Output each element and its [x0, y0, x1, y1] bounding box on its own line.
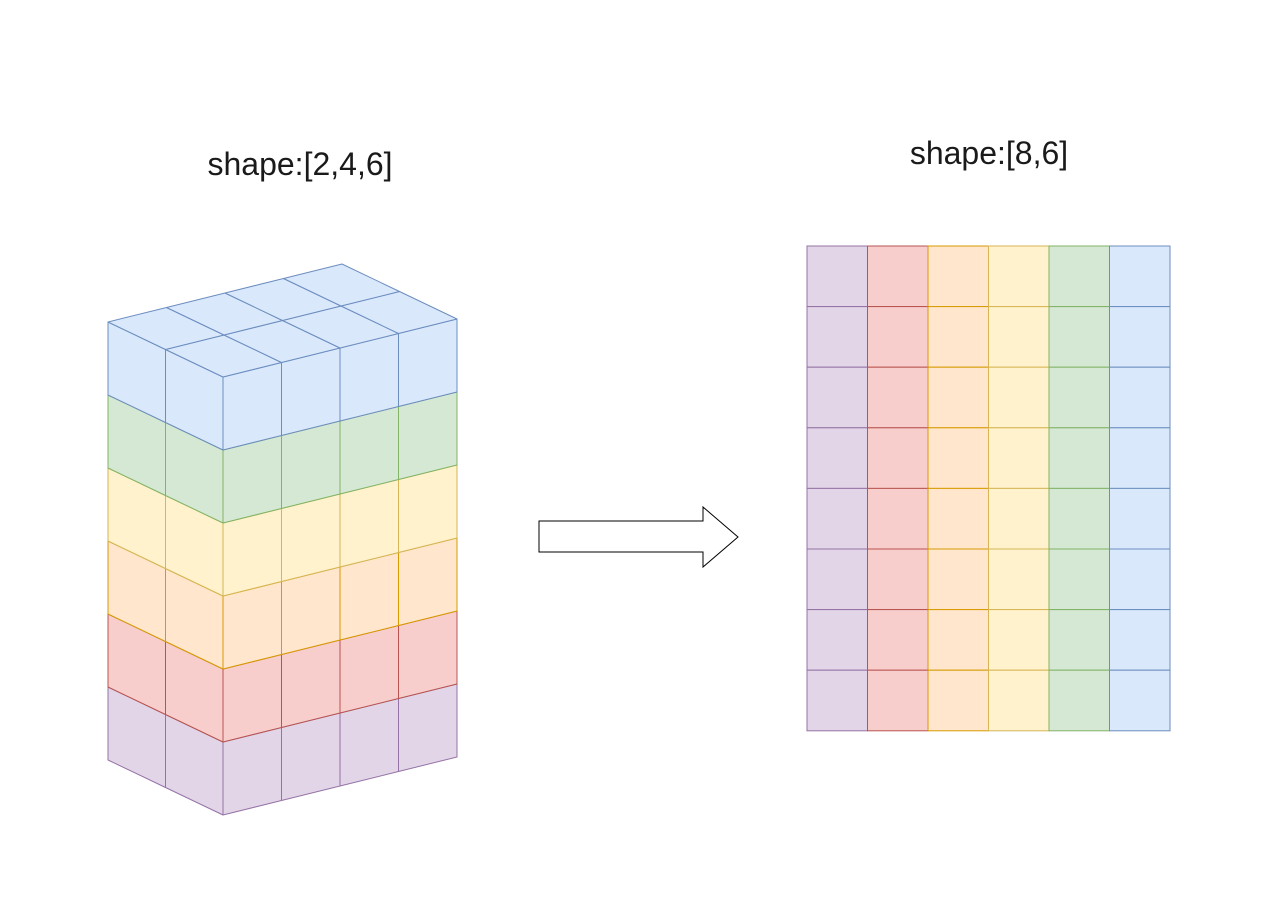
- source-shape-label: shape:[2,4,6]: [207, 146, 393, 182]
- grid-cell: [806, 669, 868, 732]
- stack-cube-front-face: [398, 464, 458, 553]
- grid-cell: [806, 245, 868, 308]
- stack-cube-front-face: [398, 391, 458, 480]
- target-tensor-2d-grid: [806, 245, 1171, 732]
- grid-cell: [867, 306, 929, 368]
- grid-cell: [927, 306, 989, 368]
- stack-cube-front-face: [281, 566, 341, 655]
- grid-cell: [988, 487, 1050, 550]
- grid-cell: [1109, 306, 1171, 368]
- grid-cell: [806, 366, 868, 429]
- stack-cube-front-face: [281, 347, 341, 436]
- grid-cell: [988, 669, 1050, 732]
- grid-cell: [1109, 487, 1171, 550]
- stack-cube-front-face: [339, 698, 399, 787]
- grid-cell: [927, 245, 989, 308]
- grid-cell: [988, 427, 1050, 489]
- stack-cube-front-face: [339, 552, 399, 641]
- grid-cell: [988, 548, 1050, 611]
- grid-cell: [1048, 245, 1110, 308]
- grid-cell: [927, 427, 989, 489]
- grid-cell: [927, 548, 989, 611]
- stack-cube-front-face: [222, 654, 282, 743]
- grid-cell: [927, 487, 989, 550]
- grid-cell: [867, 548, 929, 611]
- grid-cell: [927, 669, 989, 732]
- stack-cube-top-face: [283, 263, 400, 307]
- grid-cell: [867, 669, 929, 732]
- grid-cell: [867, 245, 929, 308]
- grid-cell: [1048, 366, 1110, 429]
- stack-cube-front-face: [398, 318, 458, 407]
- grid-cell: [1048, 609, 1110, 671]
- stack-cube-front-face: [222, 581, 282, 670]
- stack-cube-front-face: [339, 625, 399, 714]
- stack-cube-front-face: [281, 712, 341, 801]
- grid-cell: [1109, 609, 1171, 671]
- stack-cube-front-face: [339, 479, 399, 568]
- grid-cell: [806, 306, 868, 368]
- source-tensor-3d-stack: [107, 263, 458, 816]
- target-shape-label: shape:[8,6]: [909, 135, 1069, 171]
- stack-cube-front-face: [281, 420, 341, 509]
- grid-cell: [806, 609, 868, 671]
- stack-cube-front-face: [222, 727, 282, 816]
- grid-cell: [806, 487, 868, 550]
- grid-cell: [1109, 548, 1171, 611]
- grid-cell: [1109, 245, 1171, 308]
- grid-cell: [806, 427, 868, 489]
- grid-cell: [988, 609, 1050, 671]
- right-arrow-icon: [538, 505, 739, 569]
- grid-cell: [867, 366, 929, 429]
- grid-cell: [927, 366, 989, 429]
- grid-cell: [867, 609, 929, 671]
- stack-cube-front-face: [222, 508, 282, 597]
- grid-cell: [927, 609, 989, 671]
- grid-cell: [988, 306, 1050, 368]
- grid-cell: [1048, 487, 1110, 550]
- grid-cell: [1109, 427, 1171, 489]
- grid-cell: [1048, 306, 1110, 368]
- grid-cell: [806, 548, 868, 611]
- grid-cell: [867, 427, 929, 489]
- stack-cube-front-face: [339, 333, 399, 422]
- stack-cube-front-face: [281, 493, 341, 582]
- stack-cube-front-face: [222, 362, 282, 451]
- stack-cube-front-face: [339, 406, 399, 495]
- stack-cube-front-face: [281, 639, 341, 728]
- grid-cell: [988, 366, 1050, 429]
- stack-cube-front-face: [222, 435, 282, 524]
- grid-cell: [1048, 548, 1110, 611]
- grid-cell: [1109, 669, 1171, 732]
- stack-cube-front-face: [398, 537, 458, 626]
- grid-cell: [1109, 366, 1171, 429]
- grid-cell: [1048, 669, 1110, 732]
- grid-cell: [1048, 427, 1110, 489]
- grid-cell: [867, 487, 929, 550]
- grid-cell: [988, 245, 1050, 308]
- stack-cube-front-face: [398, 683, 458, 772]
- stack-cube-front-face: [398, 610, 458, 699]
